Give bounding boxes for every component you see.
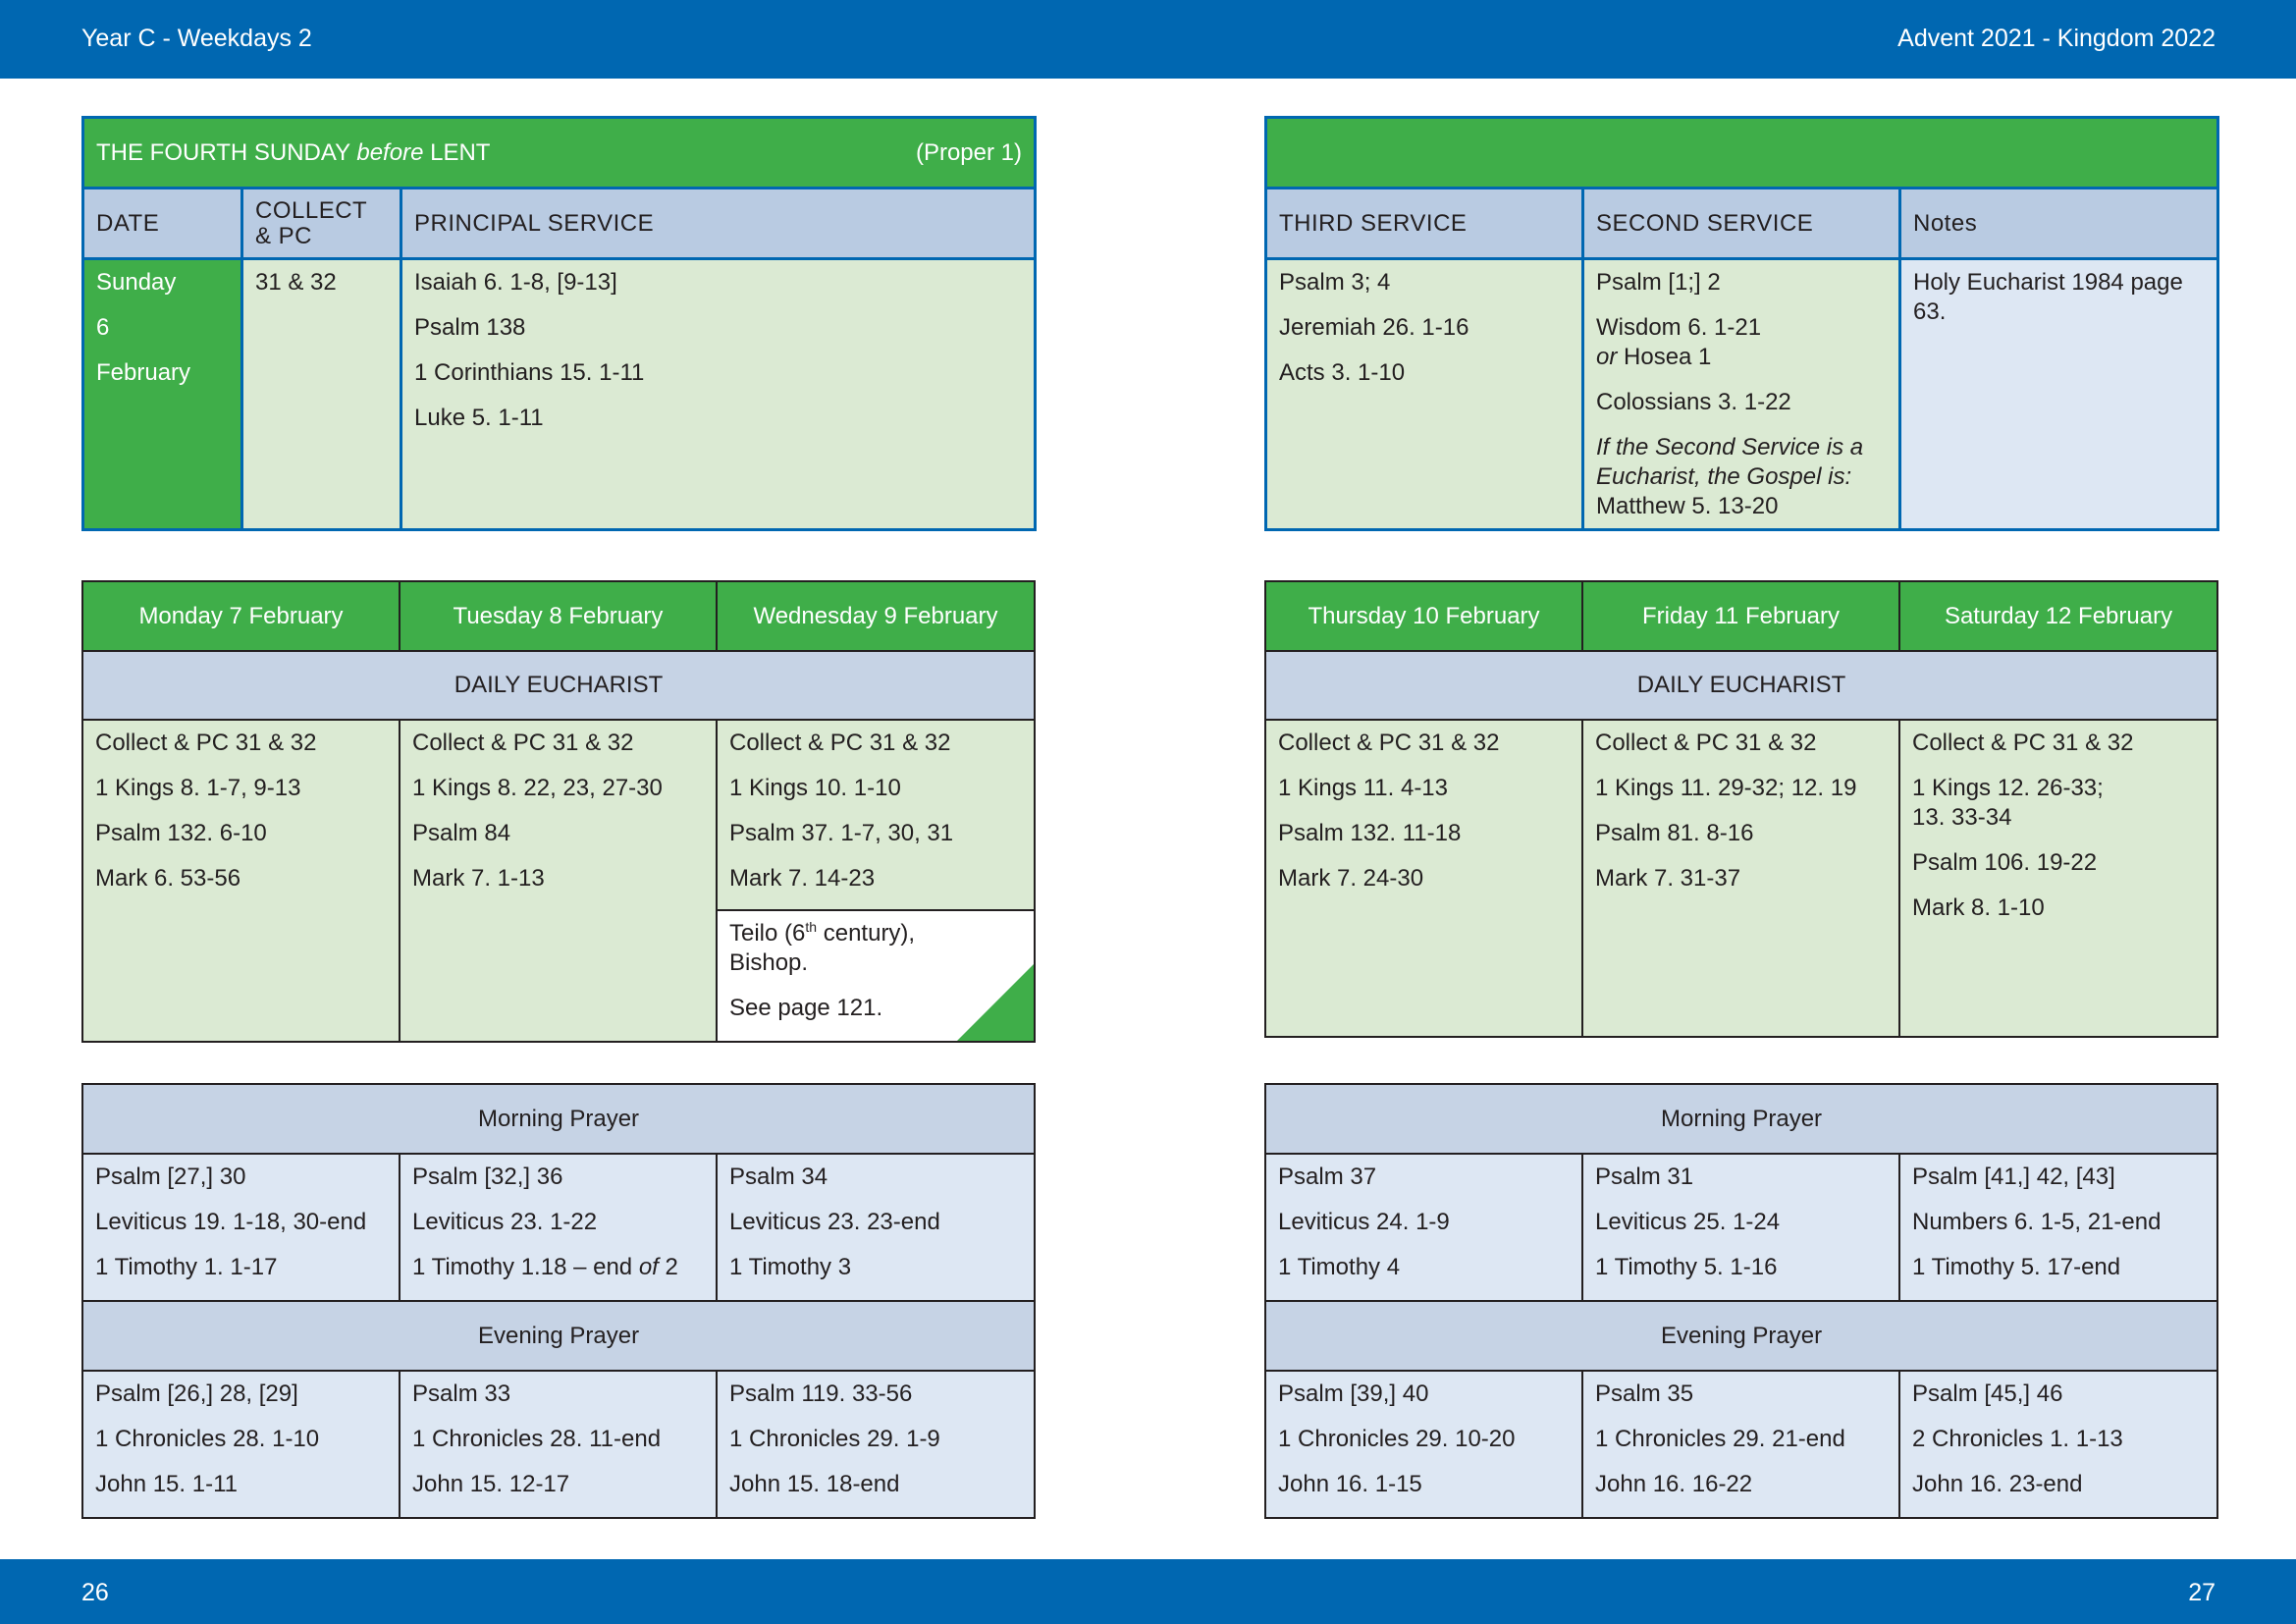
sunday-right-table: THIRD SERVICE SECOND SERVICE Notes Psalm… xyxy=(1264,116,2219,531)
daily-eucharist-label: DAILY EUCHARIST xyxy=(81,650,1036,721)
left-page-number: 26 xyxy=(81,1579,109,1606)
evening-prayer-label: Evening Prayer xyxy=(80,1300,1037,1372)
mp-wednesday: Psalm 34 Leviticus 23. 23-end 1 Timothy 3 xyxy=(715,1153,1037,1302)
second-service-note: If the Second Service is a Eucharist, th… xyxy=(1596,434,1864,490)
ep-tuesday: Psalm 33 1 Chronicles 28. 11-end John 15. … xyxy=(399,1370,718,1519)
sunday-title: THE FOURTH SUNDAY before LENT (Proper 1) xyxy=(81,116,1037,189)
morning-prayer-label: Morning Prayer xyxy=(80,1083,1037,1155)
ep-saturday: Psalm [45,] 46 2 Chronicles 1. 1-13 John 1… xyxy=(1897,1370,2219,1519)
ep-monday: Psalm [26,] 28, [29] 1 Chronicles 28. 1-1… xyxy=(81,1370,400,1519)
morning-prayer-label-right: Morning Prayer xyxy=(1263,1083,2219,1155)
col-notes-header: Notes xyxy=(1898,187,2219,260)
second-service-cell: Psalm [1;] 2 Wisdom 6. 1-21 or Hosea 1 Co… xyxy=(1581,257,1901,531)
day-header-tuesday: Tuesday 8 February xyxy=(399,580,718,652)
eucharist-thursday: Collect & PC 31 & 32 1 Kings 11. 4-13 Psal… xyxy=(1264,719,1583,1038)
right-page-number: 27 xyxy=(2188,1579,2216,1606)
third-service-cell: Psalm 3; 4 Jeremiah 26. 1-16 Acts 3. 1-10 xyxy=(1264,257,1584,531)
prayer-left-table: Morning Prayer Psalm [27,] 30 Leviticus 1… xyxy=(80,1083,1037,1519)
eucharist-left-table: Monday 7 February Tuesday 8 February Wed… xyxy=(81,580,1036,1043)
col-third-header: THIRD SERVICE xyxy=(1264,187,1584,260)
commemoration-page-ref: See page 121. xyxy=(729,995,883,1021)
day-header-monday: Monday 7 February xyxy=(81,580,400,652)
ep-friday: Psalm 35 1 Chronicles 29. 21-end John 16. … xyxy=(1581,1370,1900,1519)
col-date-header: DATE xyxy=(81,187,243,260)
mp-tuesday: Psalm [32,] 36 Leviticus 23. 1-22 1 Timoth… xyxy=(399,1153,718,1302)
eucharist-monday: Collect & PC 31 & 32 1 Kings 8. 1-7, 9-13… xyxy=(81,719,400,1043)
sunday-collect-cell: 31 & 32 xyxy=(240,257,402,531)
eucharist-tuesday: Collect & PC 31 & 32 1 Kings 8. 22, 23, 2… xyxy=(399,719,718,1043)
bottom-footer-band: 26 27 xyxy=(0,1559,2296,1624)
col-collect-header: COLLECT & PC xyxy=(240,187,402,260)
eucharist-right-table: Thursday 10 February Friday 11 February … xyxy=(1264,580,2218,1038)
col-second-header: SECOND SERVICE xyxy=(1581,187,1901,260)
sunday-right-title-bar xyxy=(1264,116,2219,189)
book-section-label: Year C - Weekdays 2 xyxy=(81,25,312,52)
day-header-friday: Friday 11 February xyxy=(1581,580,1900,652)
sunday-left-table: THE FOURTH SUNDAY before LENT (Proper 1)… xyxy=(81,116,1037,531)
commemoration-cell: Teilo (6th century), Bishop. See page 121… xyxy=(716,909,1036,1043)
ep-wednesday: Psalm 119. 33-56 1 Chronicles 29. 1-9 John… xyxy=(715,1370,1037,1519)
mp-friday: Psalm 31 Leviticus 25. 1-24 1 Timothy 5. 1… xyxy=(1581,1153,1900,1302)
daily-eucharist-label-right: DAILY EUCHARIST xyxy=(1264,650,2218,721)
mp-saturday: Psalm [41,] 42, [43] Numbers 6. 1-5, 21-e… xyxy=(1897,1153,2219,1302)
top-header-band: Year C - Weekdays 2 Advent 2021 - Kingdo… xyxy=(0,0,2296,79)
day-header-wednesday: Wednesday 9 February xyxy=(716,580,1036,652)
eucharist-wednesday: Collect & PC 31 & 32 1 Kings 10. 1-10 Psal… xyxy=(716,719,1036,911)
corner-triangle-marker xyxy=(957,964,1033,1040)
notes-cell: Holy Eucharist 1984 page 63. xyxy=(1898,257,2219,531)
eucharist-friday: Collect & PC 31 & 32 1 Kings 11. 29-32; 1… xyxy=(1581,719,1900,1038)
season-range-label: Advent 2021 - Kingdom 2022 xyxy=(1897,25,2216,52)
eucharist-saturday: Collect & PC 31 & 32 1 Kings 12. 26-33; 1… xyxy=(1898,719,2218,1038)
mp-thursday: Psalm 37 Leviticus 24. 1-9 1 Timothy 4 xyxy=(1264,1153,1583,1302)
prayer-right-table: Morning Prayer Psalm 37 Leviticus 24. 1-9… xyxy=(1263,1083,2219,1519)
day-header-thursday: Thursday 10 February xyxy=(1264,580,1583,652)
ep-thursday: Psalm [39,] 40 1 Chronicles 29. 10-20 John… xyxy=(1264,1370,1583,1519)
proper-label: (Proper 1) xyxy=(915,138,1022,166)
mp-monday: Psalm [27,] 30 Leviticus 19. 1-18, 30-end… xyxy=(81,1153,400,1302)
day-header-saturday: Saturday 12 February xyxy=(1898,580,2218,652)
col-principal-header: PRINCIPAL SERVICE xyxy=(400,187,1037,260)
evening-prayer-label-right: Evening Prayer xyxy=(1263,1300,2219,1372)
sunday-date-cell: Sunday 6 February xyxy=(81,257,243,531)
sunday-principal-cell: Isaiah 6. 1-8, [9-13] Psalm 138 1 Corinthi… xyxy=(400,257,1037,531)
